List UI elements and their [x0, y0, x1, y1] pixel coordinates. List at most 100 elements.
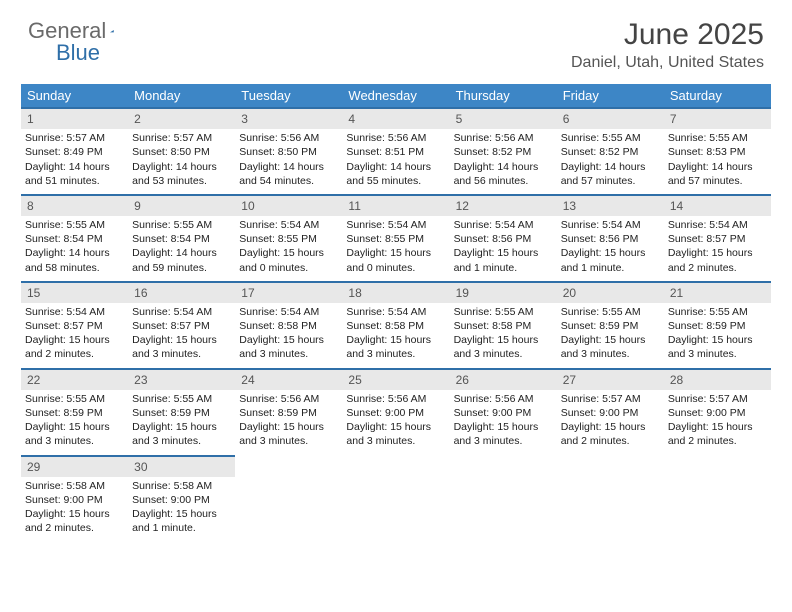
day-number: 18 — [342, 283, 449, 303]
sunrise-line: Sunrise: 5:55 AM — [668, 305, 767, 319]
day-cell — [235, 456, 342, 542]
daylight-line: Daylight: 15 hours and 2 minutes. — [25, 333, 124, 361]
sunset-line: Sunset: 8:55 PM — [239, 232, 338, 246]
daylight-line: Daylight: 14 hours and 57 minutes. — [668, 160, 767, 188]
location: Daniel, Utah, United States — [571, 54, 764, 72]
day-header: Friday — [557, 84, 664, 108]
sunrise-line: Sunrise: 5:55 AM — [561, 131, 660, 145]
day-cell — [664, 456, 771, 542]
day-header: Tuesday — [235, 84, 342, 108]
day-cell: 15Sunrise: 5:54 AMSunset: 8:57 PMDayligh… — [21, 282, 128, 369]
sunset-line: Sunset: 8:52 PM — [454, 145, 553, 159]
day-number: 30 — [128, 457, 235, 477]
day-cell: 22 Sunrise: 5:55 AMSunset: 8:59 PMDayligh… — [21, 369, 128, 456]
sunset-line: Sunset: 8:49 PM — [25, 145, 124, 159]
sunrise-line: Sunrise: 5:57 AM — [668, 392, 767, 406]
daylight-line: Daylight: 15 hours and 2 minutes. — [25, 507, 124, 535]
sunset-line: Sunset: 8:57 PM — [25, 319, 124, 333]
sunrise-line: Sunrise: 5:54 AM — [132, 305, 231, 319]
day-number: 6 — [557, 109, 664, 129]
daylight-line: Daylight: 14 hours and 51 minutes. — [25, 160, 124, 188]
daylight-line: Daylight: 15 hours and 1 minute. — [561, 246, 660, 274]
sunrise-line: Sunrise: 5:55 AM — [454, 305, 553, 319]
month-title: June 2025 — [571, 18, 764, 52]
sunrise-line: Sunrise: 5:57 AM — [132, 131, 231, 145]
day-number: 2 — [128, 109, 235, 129]
sunrise-line: Sunrise: 5:56 AM — [239, 131, 338, 145]
sunset-line: Sunset: 9:00 PM — [454, 406, 553, 420]
day-number: 13 — [557, 196, 664, 216]
day-cell: 16Sunrise: 5:54 AMSunset: 8:57 PMDayligh… — [128, 282, 235, 369]
daylight-line: Daylight: 14 hours and 57 minutes. — [561, 160, 660, 188]
day-header: Wednesday — [342, 84, 449, 108]
sunset-line: Sunset: 8:59 PM — [132, 406, 231, 420]
logo-word2: Blue — [56, 40, 100, 66]
daylight-line: Daylight: 15 hours and 0 minutes. — [239, 246, 338, 274]
sunrise-line: Sunrise: 5:54 AM — [454, 218, 553, 232]
day-number: 24 — [235, 370, 342, 390]
daylight-line: Daylight: 15 hours and 3 minutes. — [668, 333, 767, 361]
sunset-line: Sunset: 9:00 PM — [346, 406, 445, 420]
day-number: 20 — [557, 283, 664, 303]
daylight-line: Daylight: 15 hours and 2 minutes. — [561, 420, 660, 448]
day-cell: 21Sunrise: 5:55 AMSunset: 8:59 PMDayligh… — [664, 282, 771, 369]
day-number: 26 — [450, 370, 557, 390]
sunrise-line: Sunrise: 5:54 AM — [25, 305, 124, 319]
day-cell: 8Sunrise: 5:55 AMSunset: 8:54 PMDaylight… — [21, 195, 128, 282]
daylight-line: Daylight: 15 hours and 3 minutes. — [346, 333, 445, 361]
daylight-line: Daylight: 15 hours and 2 minutes. — [668, 246, 767, 274]
day-number: 5 — [450, 109, 557, 129]
daylight-line: Daylight: 15 hours and 1 minute. — [454, 246, 553, 274]
sunset-line: Sunset: 8:50 PM — [239, 145, 338, 159]
day-number: 10 — [235, 196, 342, 216]
day-cell: 9Sunrise: 5:55 AMSunset: 8:54 PMDaylight… — [128, 195, 235, 282]
sunrise-line: Sunrise: 5:55 AM — [668, 131, 767, 145]
day-cell: 11Sunrise: 5:54 AMSunset: 8:55 PMDayligh… — [342, 195, 449, 282]
calendar-grid: SundayMondayTuesdayWednesdayThursdayFrid… — [21, 84, 771, 542]
day-number: 17 — [235, 283, 342, 303]
sunrise-line: Sunrise: 5:55 AM — [132, 218, 231, 232]
daylight-line: Daylight: 15 hours and 3 minutes. — [132, 333, 231, 361]
day-cell: 5Sunrise: 5:56 AMSunset: 8:52 PMDaylight… — [450, 108, 557, 195]
day-cell: 2 Sunrise: 5:57 AMSunset: 8:50 PMDaylight… — [128, 108, 235, 195]
day-header: Thursday — [450, 84, 557, 108]
sunset-line: Sunset: 9:00 PM — [25, 493, 124, 507]
day-number: 29 — [21, 457, 128, 477]
sunrise-line: Sunrise: 5:57 AM — [25, 131, 124, 145]
sunrise-line: Sunrise: 5:55 AM — [25, 392, 124, 406]
day-cell: 25Sunrise: 5:56 AMSunset: 9:00 PMDayligh… — [342, 369, 449, 456]
sunrise-line: Sunrise: 5:58 AM — [25, 479, 124, 493]
day-number: 22 — [21, 370, 128, 390]
sunset-line: Sunset: 8:50 PM — [132, 145, 231, 159]
sunrise-line: Sunrise: 5:54 AM — [668, 218, 767, 232]
day-number: 19 — [450, 283, 557, 303]
day-number: 12 — [450, 196, 557, 216]
sunset-line: Sunset: 8:57 PM — [132, 319, 231, 333]
day-number: 9 — [128, 196, 235, 216]
sunset-line: Sunset: 8:55 PM — [346, 232, 445, 246]
daylight-line: Daylight: 14 hours and 53 minutes. — [132, 160, 231, 188]
sunrise-line: Sunrise: 5:56 AM — [239, 392, 338, 406]
day-cell: 29 Sunrise: 5:58 AMSunset: 9:00 PMDayligh… — [21, 456, 128, 542]
day-cell: 19Sunrise: 5:55 AMSunset: 8:58 PMDayligh… — [450, 282, 557, 369]
daylight-line: Daylight: 15 hours and 3 minutes. — [25, 420, 124, 448]
sunrise-line: Sunrise: 5:56 AM — [346, 392, 445, 406]
sunrise-line: Sunrise: 5:58 AM — [132, 479, 231, 493]
sunrise-line: Sunrise: 5:54 AM — [561, 218, 660, 232]
daylight-line: Daylight: 14 hours and 54 minutes. — [239, 160, 338, 188]
day-cell: 3Sunrise: 5:56 AMSunset: 8:50 PMDaylight… — [235, 108, 342, 195]
day-number: 28 — [664, 370, 771, 390]
sunset-line: Sunset: 8:54 PM — [25, 232, 124, 246]
sunset-line: Sunset: 8:51 PM — [346, 145, 445, 159]
day-number: 25 — [342, 370, 449, 390]
sunrise-line: Sunrise: 5:54 AM — [239, 218, 338, 232]
day-cell: 26Sunrise: 5:56 AMSunset: 9:00 PMDayligh… — [450, 369, 557, 456]
sunset-line: Sunset: 9:00 PM — [668, 406, 767, 420]
sunset-line: Sunset: 9:00 PM — [561, 406, 660, 420]
sunset-line: Sunset: 8:59 PM — [25, 406, 124, 420]
daylight-line: Daylight: 14 hours and 59 minutes. — [132, 246, 231, 274]
day-cell: 28Sunrise: 5:57 AMSunset: 9:00 PMDayligh… — [664, 369, 771, 456]
daylight-line: Daylight: 15 hours and 3 minutes. — [239, 333, 338, 361]
day-cell — [557, 456, 664, 542]
daylight-line: Daylight: 15 hours and 3 minutes. — [454, 333, 553, 361]
